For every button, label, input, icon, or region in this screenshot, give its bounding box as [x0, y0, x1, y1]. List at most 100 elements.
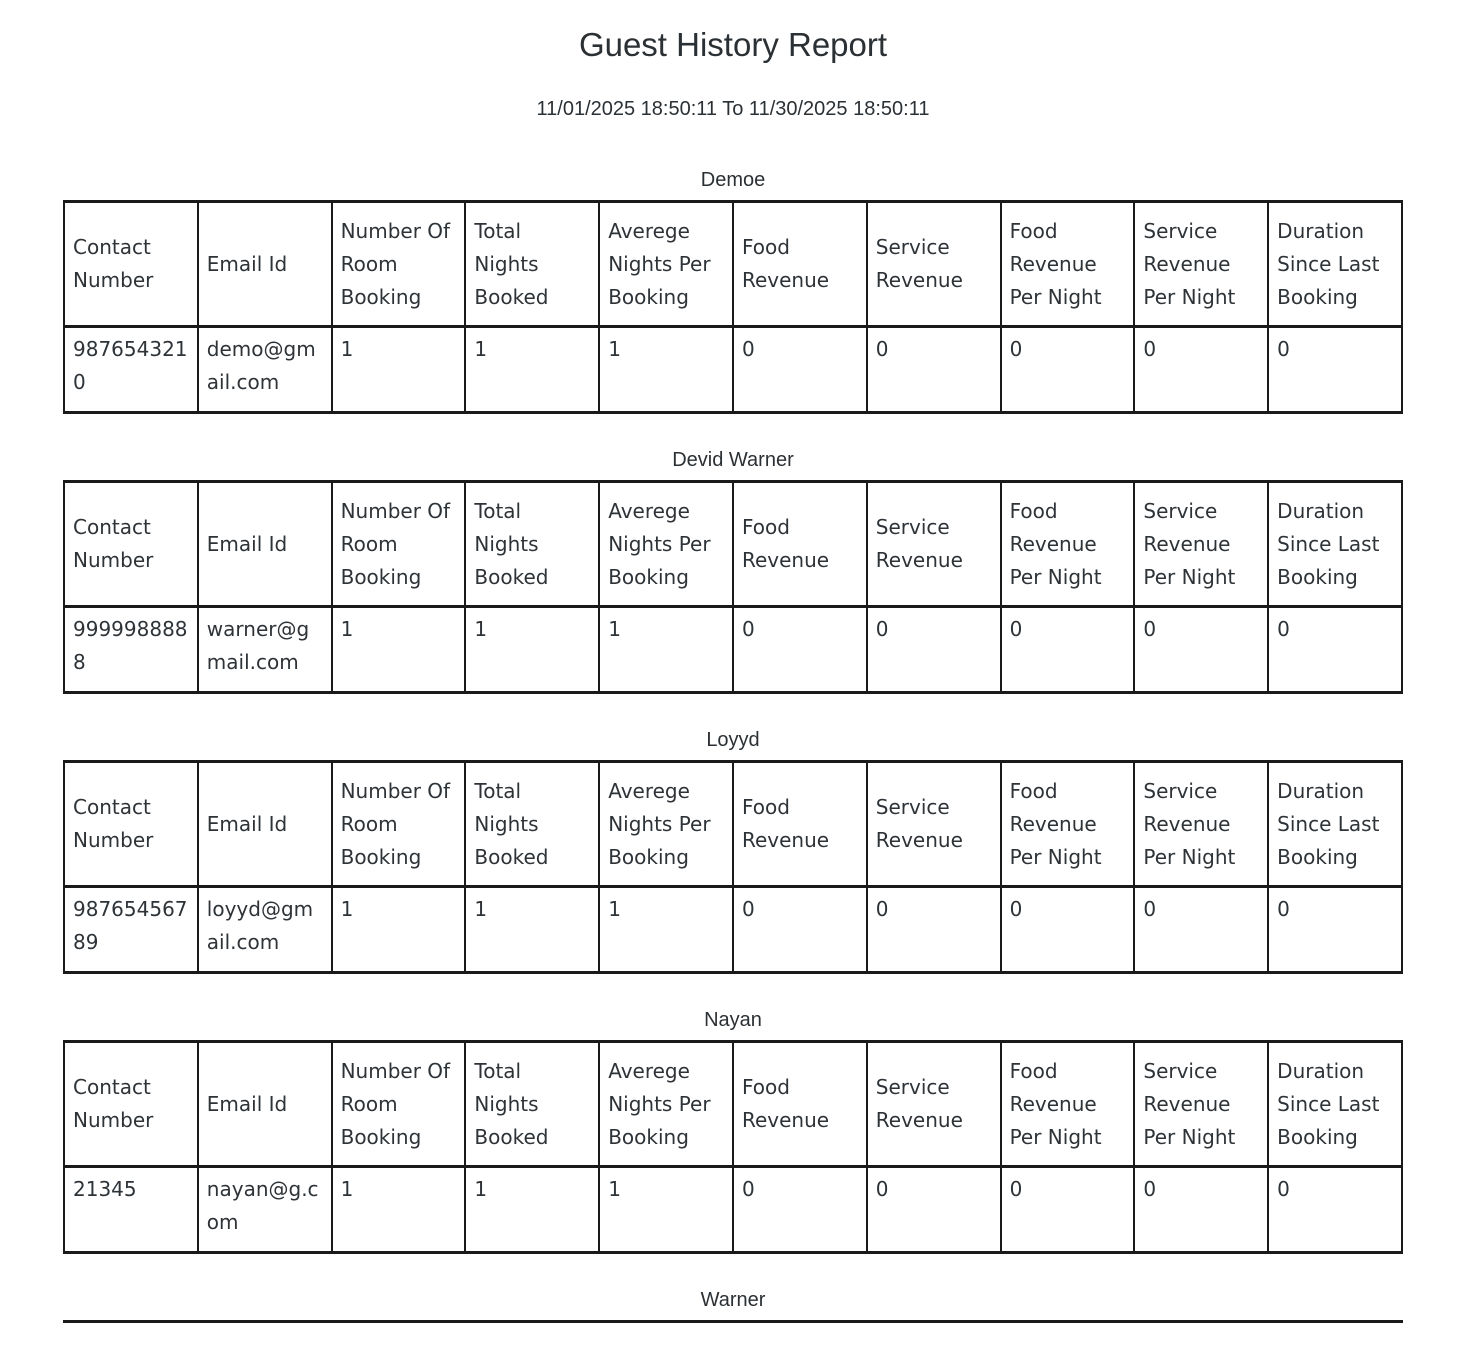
table-cell: 0	[1133, 605, 1270, 694]
guest-section: Warner	[63, 1287, 1403, 1323]
table-body: 21345 nayan@g.com 1 1 1 0 0 0 0 0	[63, 1165, 1403, 1254]
table-cell: 1	[330, 1165, 467, 1254]
column-header: Service Revenue Per Night	[1133, 200, 1270, 328]
column-header: Email Id	[196, 1040, 333, 1168]
column-header: Service Revenue Per Night	[1133, 1040, 1270, 1168]
table-cell: 0	[1133, 1165, 1270, 1254]
table-cell: 0	[999, 605, 1136, 694]
table-cell: loyyd@gmail.com	[196, 885, 333, 974]
table-cell: 0	[865, 1165, 1002, 1254]
table-cell: 1	[598, 885, 734, 974]
table-cell: 0	[1267, 1165, 1403, 1254]
table-cell: 0	[1267, 885, 1403, 974]
table-cell: 1	[464, 325, 601, 414]
table-row: 98765456789 loyyd@gmail.com 1 1 1 0 0 0 0 0	[63, 885, 1403, 974]
column-header: Service Revenue	[865, 760, 1002, 888]
column-header: Duration Since Last Booking	[1267, 1040, 1403, 1168]
table-header: Contact Number Email Id Number Of Room Boo…	[63, 1040, 1403, 1168]
table-cell: 1	[464, 885, 601, 974]
table-cell: 9876543210	[63, 325, 199, 414]
table-cell: 1	[464, 605, 601, 694]
table-cell: 0	[731, 605, 868, 694]
table-cell: 0	[865, 885, 1002, 974]
column-header: Contact Number	[63, 200, 199, 328]
table-cell: 0	[731, 885, 868, 974]
table-header-row: Contact Number Email Id Number Of Room Boo…	[63, 760, 1403, 888]
column-header: Duration Since Last Booking	[1267, 760, 1403, 888]
table-cell: 0	[865, 605, 1002, 694]
column-header: Food Revenue Per Night	[999, 200, 1136, 328]
table-cell: 0	[999, 1165, 1136, 1254]
table-header-row: Contact Number Email Id Number Of Room Boo…	[63, 480, 1403, 608]
table-cell: 1	[330, 605, 467, 694]
column-header: Number Of Room Booking	[330, 480, 467, 608]
guest-name-heading: Nayan	[704, 1009, 762, 1031]
column-header: Duration Since Last Booking	[1267, 200, 1403, 328]
column-header: Service Revenue Per Night	[1133, 760, 1270, 888]
guest-sections: Demoe Contact Number Email Id Number Of Roo…	[63, 167, 1403, 1323]
column-header: Contact Number	[63, 760, 199, 888]
column-header: Food Revenue Per Night	[999, 1040, 1136, 1168]
column-header: Duration Since Last Booking	[1267, 480, 1403, 608]
column-header: Total Nights Booked	[464, 1040, 601, 1168]
column-header: Averege Nights Per Booking	[598, 760, 734, 888]
table-row: 21345 nayan@g.com 1 1 1 0 0 0 0 0	[63, 1165, 1403, 1254]
column-header: Total Nights Booked	[464, 760, 601, 888]
column-header: Service Revenue	[865, 480, 1002, 608]
table-body: 9999988888 warner@gmail.com 1 1 1 0 0 0 0 0	[63, 605, 1403, 694]
column-header: Contact Number	[63, 480, 199, 608]
guest-history-table: Contact Number Email Id Number Of Room Boo…	[63, 760, 1403, 974]
column-header: Contact Number	[63, 1040, 199, 1168]
column-header: Number Of Room Booking	[330, 760, 467, 888]
table-cell: 0	[731, 1165, 868, 1254]
table-row: 9876543210 demo@gmail.com 1 1 1 0 0 0 0 0	[63, 325, 1403, 414]
guest-section: Devid Warner Contact Number Email Id Number…	[63, 447, 1403, 694]
table-body: 98765456789 loyyd@gmail.com 1 1 1 0 0 0 0 0	[63, 885, 1403, 974]
guest-name-heading: Demoe	[700, 169, 766, 191]
table-header-row: Contact Number Email Id Number Of Room Boo…	[63, 1040, 1403, 1168]
column-header: Number Of Room Booking	[330, 1040, 467, 1168]
column-header: Food Revenue	[731, 480, 868, 608]
column-header: Food Revenue	[731, 1040, 868, 1168]
column-header: Email Id	[196, 480, 333, 608]
guest-name-heading: Devid Warner	[672, 449, 794, 471]
guest-name-heading: Warner	[700, 1289, 766, 1311]
table-cell: 9999988888	[63, 605, 199, 694]
column-header: Food Revenue	[731, 760, 868, 888]
column-header: Total Nights Booked	[464, 200, 601, 328]
table-cell: 0	[1267, 605, 1403, 694]
column-header: Averege Nights Per Booking	[598, 480, 734, 608]
table-cell: 0	[1267, 325, 1403, 414]
column-header: Averege Nights Per Booking	[598, 1040, 734, 1168]
table-cell: demo@gmail.com	[196, 325, 333, 414]
column-header: Food Revenue Per Night	[999, 480, 1136, 608]
column-header: Service Revenue Per Night	[1133, 480, 1270, 608]
table-cell: 1	[598, 605, 734, 694]
guest-history-table: Contact Number Email Id Number Of Room Boo…	[63, 1040, 1403, 1254]
column-header: Food Revenue Per Night	[999, 760, 1136, 888]
table-cell: 1	[330, 325, 467, 414]
table-cell: 0	[999, 885, 1136, 974]
table-cell: 0	[1133, 325, 1270, 414]
guest-name-heading: Loyyd	[706, 729, 760, 751]
guest-section: Nayan Contact Number Email Id Number Of Roo…	[63, 1007, 1403, 1254]
column-header: Averege Nights Per Booking	[598, 200, 734, 328]
column-header: Email Id	[196, 760, 333, 888]
column-header: Number Of Room Booking	[330, 200, 467, 328]
table-cell: 1	[464, 1165, 601, 1254]
column-header: Email Id	[196, 200, 333, 328]
guest-section: Demoe Contact Number Email Id Number Of Roo…	[63, 167, 1403, 414]
table-header: Contact Number Email Id Number Of Room Boo…	[63, 200, 1403, 328]
table-cell: 21345	[63, 1165, 199, 1254]
table-header: Contact Number Email Id Number Of Room Boo…	[63, 480, 1403, 608]
column-header: Food Revenue	[731, 200, 868, 328]
table-row: 9999988888 warner@gmail.com 1 1 1 0 0 0 0 0	[63, 605, 1403, 694]
page-title: Guest History Report	[578, 26, 888, 63]
report-page: Guest History Report 11/01/2025 18:50:11…	[0, 26, 1466, 1323]
table-cell: 1	[598, 325, 734, 414]
table-header-row: Contact Number Email Id Number Of Room Boo…	[63, 200, 1403, 328]
guest-history-table: Contact Number Email Id Number Of Room Boo…	[63, 480, 1403, 694]
table-cell: 0	[865, 325, 1002, 414]
column-header: Total Nights Booked	[464, 480, 601, 608]
table-top-border	[63, 1320, 1403, 1323]
